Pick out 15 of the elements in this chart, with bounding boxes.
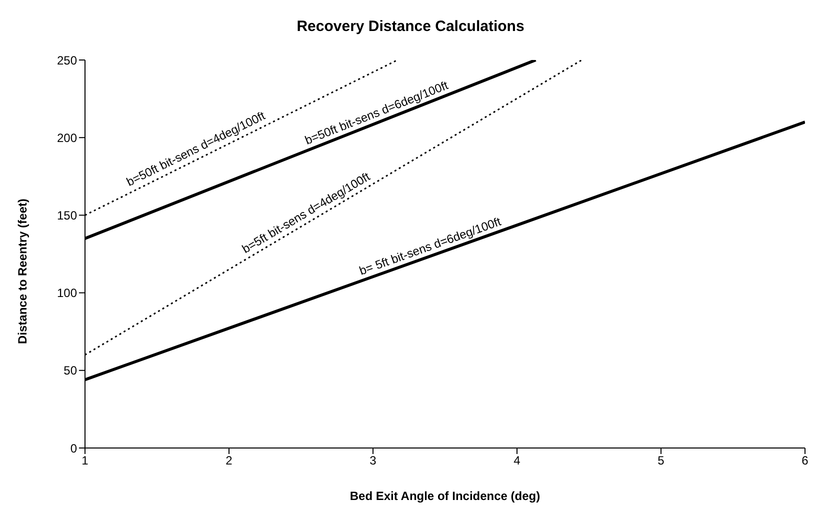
x-axis-title: Bed Exit Angle of Incidence (deg) — [350, 489, 540, 503]
y-tick-label: 50 — [64, 364, 78, 378]
y-tick-label: 150 — [56, 208, 78, 222]
y-tick-label: 100 — [56, 286, 78, 300]
y-axis-title: Distance to Reentry (feet) — [15, 198, 30, 344]
y-tick-label: 0 — [70, 441, 78, 456]
y-tick-label: 200 — [56, 130, 78, 145]
x-tick-label: 3 — [370, 454, 377, 468]
x-tick-label: 6 — [802, 454, 809, 468]
x-tick-label: 2 — [226, 454, 233, 468]
y-tick-label: 250 — [56, 53, 78, 68]
x-tick-label: 5 — [658, 454, 665, 468]
x-tick-label: 4 — [514, 454, 521, 468]
x-tick-label: 1 — [82, 454, 89, 468]
chart-title: Recovery Distance Calculations — [296, 18, 526, 35]
